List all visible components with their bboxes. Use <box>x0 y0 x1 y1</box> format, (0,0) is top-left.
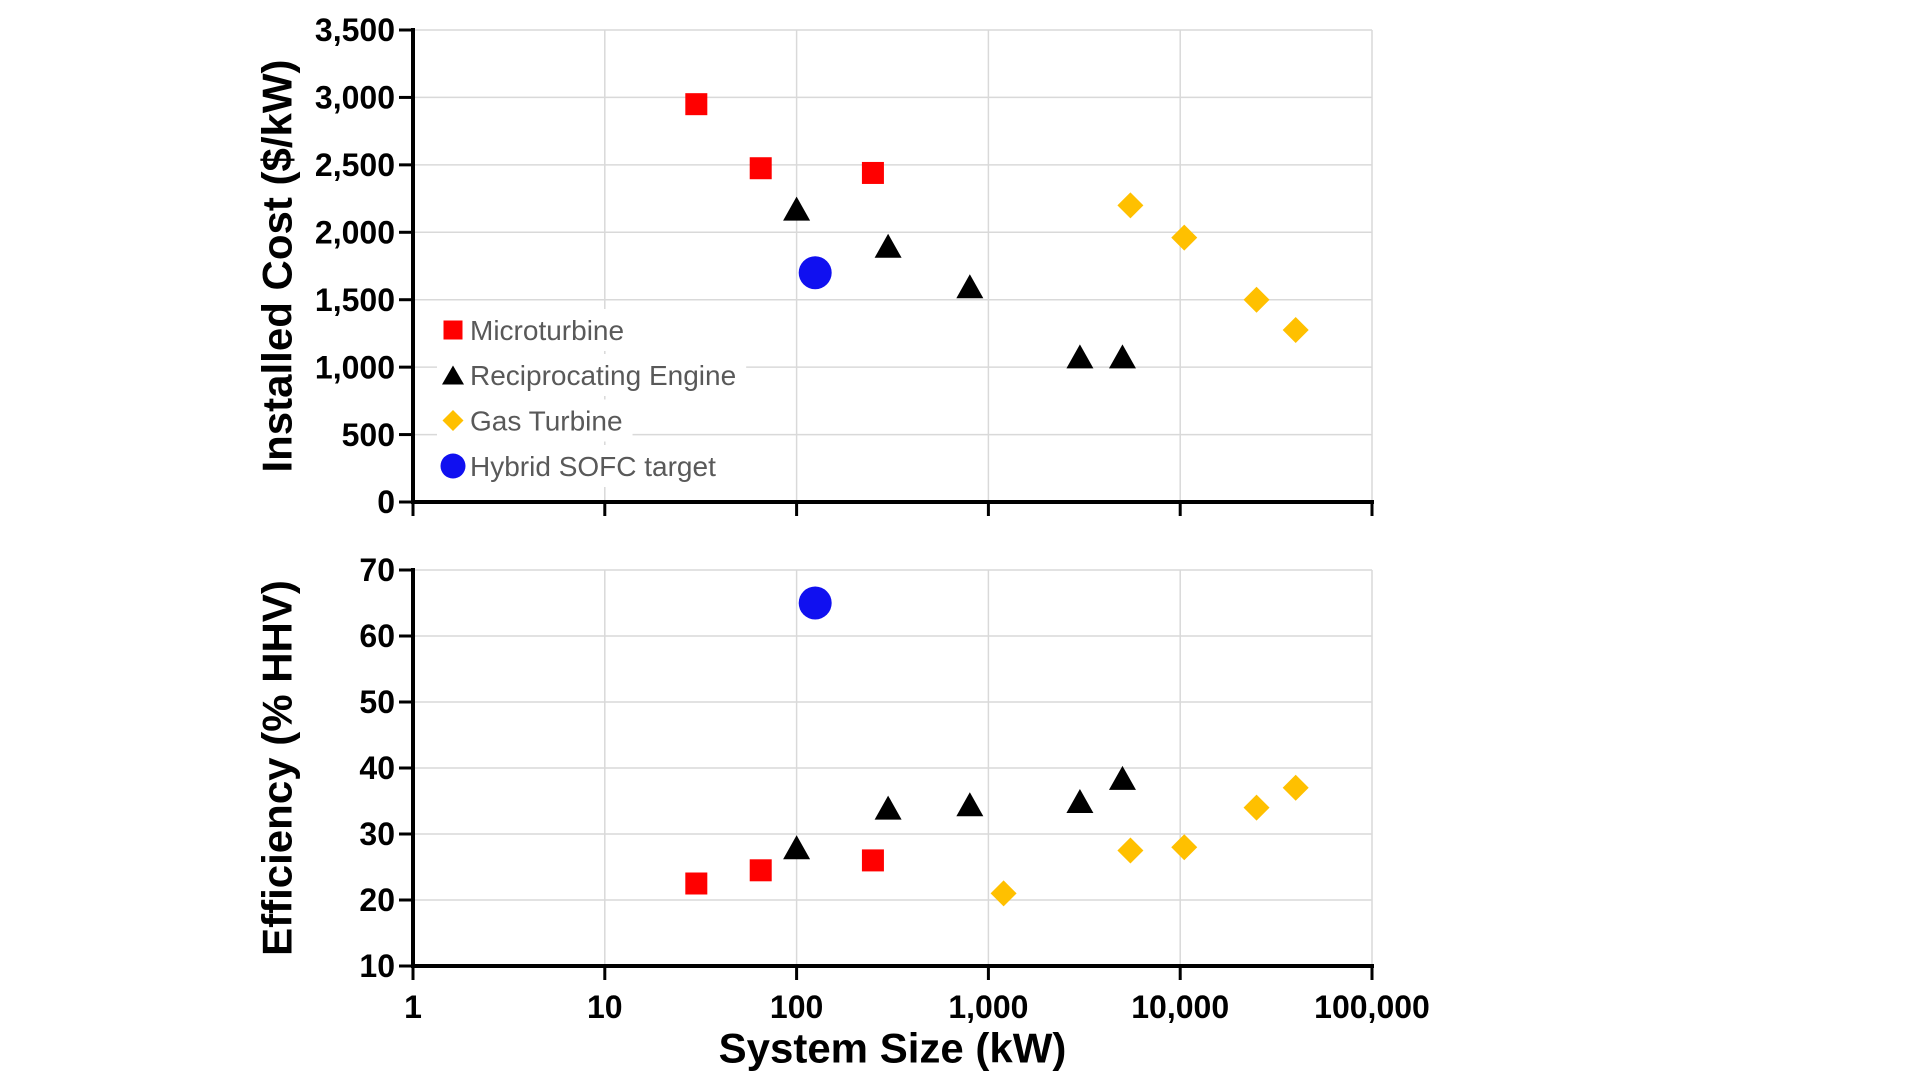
series-microturbine <box>685 849 884 895</box>
y-tick-label: 0 <box>377 484 395 520</box>
legend-marker-circle-icon <box>440 453 466 479</box>
point-hybrid-sofc-target-1 <box>798 256 832 290</box>
point-reciprocating-engine-4 <box>1066 344 1094 369</box>
y-tick-label: 2,500 <box>315 147 395 183</box>
point-gas-turbine-4 <box>1243 794 1270 821</box>
y-tick-label: 500 <box>342 417 395 453</box>
point-gas-turbine-2 <box>1117 837 1144 864</box>
legend-label-microturbine: Microturbine <box>470 315 624 346</box>
y-tick-label: 50 <box>359 684 395 720</box>
y-tick-label: 2,000 <box>315 214 395 250</box>
point-microturbine-1 <box>685 93 708 116</box>
legend-item-hybrid-sofc-target: Hybrid SOFC target <box>437 445 727 487</box>
series-hybrid-sofc-target <box>798 256 832 290</box>
y-tick-label: 1,500 <box>315 282 395 318</box>
y-tick-label: 60 <box>359 618 395 654</box>
y-tick-label: 70 <box>359 552 395 588</box>
point-reciprocating-engine-4 <box>1066 789 1094 813</box>
point-hybrid-sofc-target-1 <box>798 586 832 620</box>
legend-row-background <box>437 399 633 442</box>
legend: Microturbine Reciprocating Engine Gas Turb… <box>437 309 747 487</box>
point-gas-turbine-4 <box>1282 317 1309 344</box>
point-reciprocating-engine-1 <box>783 835 811 860</box>
y-tick-label: 3,500 <box>315 12 395 48</box>
point-reciprocating-engine-2 <box>874 795 902 820</box>
installed-cost-chart: 3,500 3,000 2,500 2,000 1,500 1,000 500 0 Instal… <box>254 12 1374 520</box>
point-reciprocating-engine-1 <box>783 196 811 221</box>
y-tick-label: 40 <box>359 750 395 786</box>
legend-row-background <box>437 354 747 396</box>
x-tick-label: 1,000 <box>948 989 1028 1025</box>
installed-cost-axis-title: Installed Cost ($/kW) <box>254 59 301 472</box>
y-tick-label: 30 <box>359 816 395 852</box>
x-tick-label: 100,000 <box>1314 989 1430 1025</box>
point-gas-turbine-3 <box>1243 286 1270 313</box>
efficiency-axis-title: Efficiency (% HHV) <box>254 580 301 956</box>
y-tick-label: 1,000 <box>315 349 395 385</box>
series-gas-turbine <box>1117 192 1309 344</box>
series-microturbine <box>685 93 884 184</box>
point-microturbine-2 <box>749 157 772 180</box>
series-gas-turbine <box>990 774 1309 907</box>
point-reciprocating-engine-3 <box>956 792 984 817</box>
legend-row-background <box>437 309 635 351</box>
y-tick-label: 10 <box>359 948 395 984</box>
point-microturbine-3 <box>861 849 884 872</box>
x-axis-labels: 1 10 100 1,000 10,000 100,000 System Size (kW) <box>404 989 1430 1071</box>
point-reciprocating-engine-5 <box>1108 765 1136 790</box>
legend-marker-triangle-icon <box>442 365 464 385</box>
point-gas-turbine-1 <box>990 880 1017 907</box>
point-gas-turbine-3 <box>1171 834 1198 861</box>
point-gas-turbine-2 <box>1171 224 1198 251</box>
y-tick-label: 3,000 <box>315 80 395 116</box>
x-tick-label: 100 <box>770 989 823 1025</box>
series-reciprocating-engine <box>783 196 1136 369</box>
legend-label-reciprocating-engine: Reciprocating Engine <box>470 360 736 391</box>
point-gas-turbine-5 <box>1282 774 1309 801</box>
x-tick-label: 10 <box>587 989 623 1025</box>
system-size-axis-title: System Size (kW) <box>719 1025 1067 1072</box>
legend-item-microturbine: Microturbine <box>437 309 635 351</box>
legend-marker-diamond-icon <box>442 410 464 431</box>
point-reciprocating-engine-5 <box>1108 344 1136 369</box>
y-tick-label: 20 <box>359 882 395 918</box>
legend-label-hybrid-sofc-target: Hybrid SOFC target <box>470 451 716 482</box>
efficiency-chart: 70 60 50 40 30 20 10 Efficiency (% HHV) <box>254 552 1374 984</box>
point-gas-turbine-1 <box>1117 192 1144 219</box>
x-tick-label: 1 <box>404 989 422 1025</box>
point-microturbine-3 <box>861 161 884 184</box>
legend-item-reciprocating-engine: Reciprocating Engine <box>437 354 747 396</box>
point-reciprocating-engine-3 <box>956 274 984 299</box>
series-reciprocating-engine <box>783 765 1136 860</box>
x-tick-label: 10,000 <box>1131 989 1229 1025</box>
point-microturbine-1 <box>685 872 708 895</box>
point-reciprocating-engine-2 <box>874 233 902 258</box>
legend-item-gas-turbine: Gas Turbine <box>437 399 633 442</box>
series-hybrid-sofc-target <box>798 586 832 620</box>
legend-marker-square-icon <box>443 320 463 340</box>
legend-row-background <box>437 445 727 487</box>
point-microturbine-2 <box>749 859 772 882</box>
legend-label-gas-turbine: Gas Turbine <box>470 405 623 436</box>
